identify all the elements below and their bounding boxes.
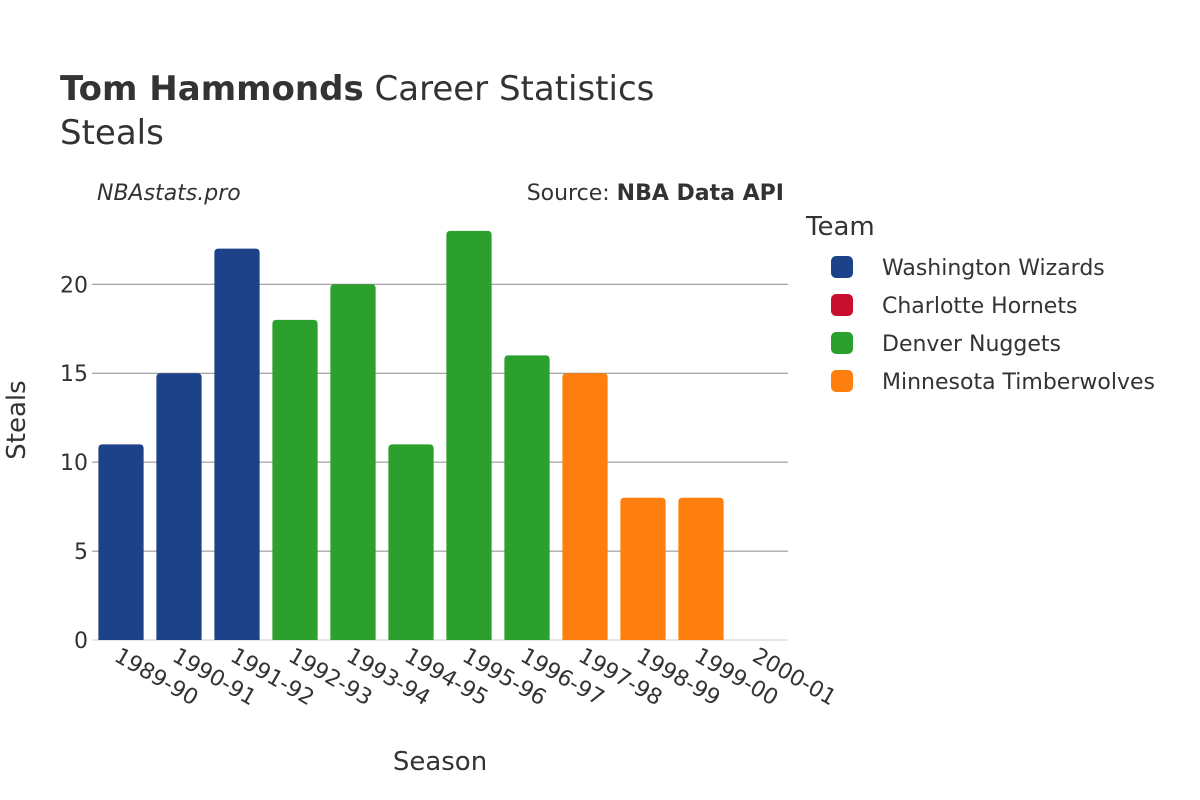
source-prefix: Source: bbox=[527, 181, 617, 206]
legend-label: Washington Wizards bbox=[882, 256, 1105, 281]
bar-1989-90 bbox=[98, 444, 144, 640]
bar-1995-96 bbox=[446, 230, 492, 640]
watermark: NBAstats.pro bbox=[97, 181, 241, 206]
legend-title: Team bbox=[805, 212, 875, 242]
chart-title-suffix: Career Statistics bbox=[364, 69, 655, 109]
source-name: NBA Data API bbox=[617, 181, 784, 206]
legend-swatch bbox=[831, 332, 853, 354]
bar-1991-92 bbox=[214, 248, 260, 640]
y-tick-label: 10 bbox=[60, 451, 88, 476]
source-note: Source: NBA Data API bbox=[527, 181, 784, 206]
y-tick-label: 5 bbox=[74, 540, 88, 565]
bar-1990-91 bbox=[156, 373, 202, 640]
bar-1999-00 bbox=[678, 497, 724, 640]
legend-swatch bbox=[831, 370, 853, 392]
bar-1994-95 bbox=[388, 444, 434, 640]
bar-1992-93 bbox=[272, 319, 318, 640]
y-axis-ticks: 0 5 10 15 20 bbox=[60, 273, 88, 654]
legend: Washington Wizards Charlotte Hornets Denve… bbox=[831, 256, 1155, 395]
x-axis-title: Season bbox=[393, 747, 487, 777]
chart-title: Tom Hammonds Career Statistics bbox=[60, 69, 654, 109]
legend-swatch bbox=[831, 256, 853, 278]
legend-label: Minnesota Timberwolves bbox=[882, 370, 1155, 395]
legend-label: Charlotte Hornets bbox=[882, 294, 1077, 319]
bar-1997-98 bbox=[562, 373, 608, 640]
chart-subtitle: Steals bbox=[60, 113, 164, 153]
y-tick-label: 15 bbox=[60, 362, 88, 387]
bar-1998-99 bbox=[620, 497, 666, 640]
bars bbox=[98, 230, 724, 640]
x-axis-ticks: 1989-901990-911991-921992-931993-941994-… bbox=[110, 644, 840, 712]
y-tick-label: 0 bbox=[74, 629, 88, 654]
chart-title-player: Tom Hammonds bbox=[60, 69, 364, 109]
bar-1993-94 bbox=[330, 284, 376, 640]
bar-1996-97 bbox=[504, 355, 550, 640]
legend-label: Denver Nuggets bbox=[882, 332, 1061, 357]
legend-swatch bbox=[831, 294, 853, 316]
grid bbox=[92, 283, 788, 641]
y-axis-title: Steals bbox=[2, 380, 32, 459]
y-tick-label: 20 bbox=[60, 273, 88, 298]
